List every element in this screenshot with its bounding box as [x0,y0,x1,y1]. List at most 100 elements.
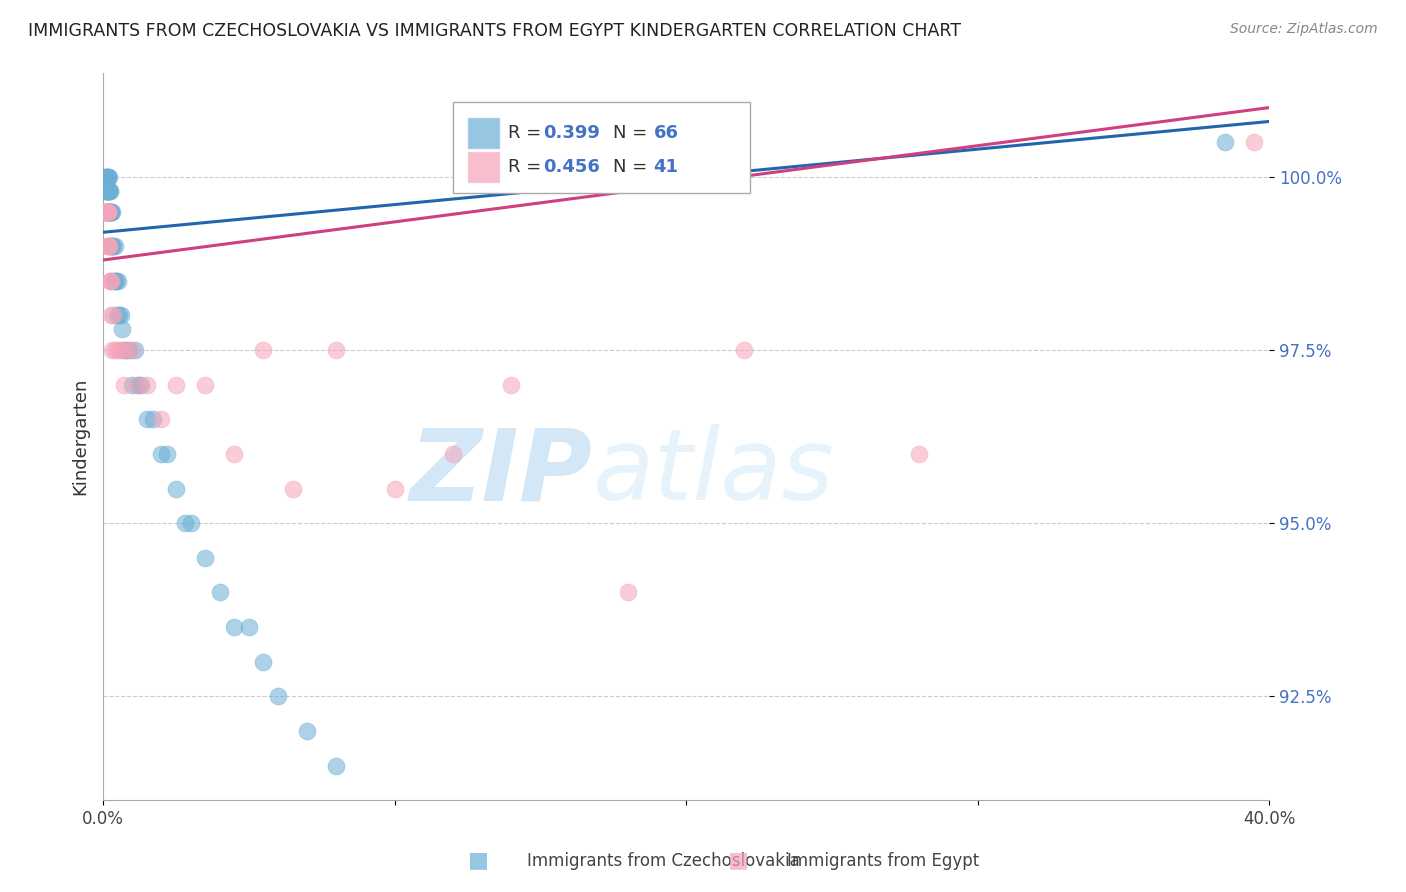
FancyBboxPatch shape [453,102,751,193]
Point [96,169,118,184]
Point [97,204,120,219]
Point [97,204,120,219]
Point [617,585,640,599]
Point [325,343,347,357]
Point [101,343,124,357]
Point [124,343,146,357]
Point [101,204,124,219]
Point [103,309,125,323]
Point [100,204,122,219]
Point [96,204,118,219]
Text: N =: N = [613,124,652,142]
Point [135,412,157,426]
Point [97,184,120,198]
Point [165,377,187,392]
Point [97,239,120,253]
Point [94,184,117,198]
Point [173,516,195,531]
Point [252,343,274,357]
Point [93,204,115,219]
Point [94,169,117,184]
Point [733,343,755,357]
Text: 0.399: 0.399 [543,124,599,142]
Point [97,204,120,219]
Point [100,204,122,219]
Point [121,343,143,357]
Point [107,343,129,357]
Point [118,343,141,357]
Point [111,322,134,336]
Point [100,204,122,219]
Point [97,239,120,253]
Y-axis label: Kindergarten: Kindergarten [72,378,89,495]
Point [501,377,523,392]
Point [129,377,152,392]
Text: 41: 41 [654,158,679,176]
Text: R =: R = [508,158,547,176]
Point [194,377,217,392]
FancyBboxPatch shape [467,117,499,149]
Point [110,343,132,357]
Point [98,169,121,184]
Point [96,204,118,219]
Text: 66: 66 [654,124,679,142]
Point [96,204,118,219]
Point [98,204,121,219]
Point [325,758,347,772]
Point [127,377,149,392]
Text: ■: ■ [468,850,488,870]
Point [97,184,120,198]
Point [165,482,187,496]
Text: Immigrants from Egypt: Immigrants from Egypt [787,852,980,870]
Point [96,204,118,219]
Point [96,239,118,253]
Text: ■: ■ [728,850,748,870]
Point [127,377,149,392]
Text: atlas: atlas [593,425,834,522]
Text: N =: N = [613,158,652,176]
Point [135,377,157,392]
Point [98,184,121,198]
Point [96,184,118,198]
Point [98,274,121,288]
Point [252,655,274,669]
Point [96,204,118,219]
Point [94,204,117,219]
Point [112,377,135,392]
Point [98,184,121,198]
Point [96,184,118,198]
Point [97,239,120,253]
Point [224,447,246,461]
Point [156,447,179,461]
Point [224,620,246,634]
Point [441,447,464,461]
Point [94,184,117,198]
Point [97,204,120,219]
Point [96,204,118,219]
Point [98,274,121,288]
FancyBboxPatch shape [467,151,499,183]
Point [100,274,122,288]
Point [94,169,117,184]
Point [150,447,173,461]
Point [180,516,202,531]
Point [107,274,129,288]
Point [96,204,118,219]
Point [103,239,125,253]
Point [110,309,132,323]
Point [104,239,127,253]
Point [112,343,135,357]
Point [194,550,217,565]
Point [96,204,118,219]
Point [267,690,290,704]
Point [100,239,122,253]
Text: IMMIGRANTS FROM CZECHOSLOVAKIA VS IMMIGRANTS FROM EGYPT KINDERGARTEN CORRELATION: IMMIGRANTS FROM CZECHOSLOVAKIA VS IMMIGR… [28,22,962,40]
Point [97,204,120,219]
Point [105,309,128,323]
Point [97,169,120,184]
Text: Source: ZipAtlas.com: Source: ZipAtlas.com [1230,22,1378,37]
Point [97,204,120,219]
Point [100,309,122,323]
Point [104,274,127,288]
Point [295,723,318,738]
